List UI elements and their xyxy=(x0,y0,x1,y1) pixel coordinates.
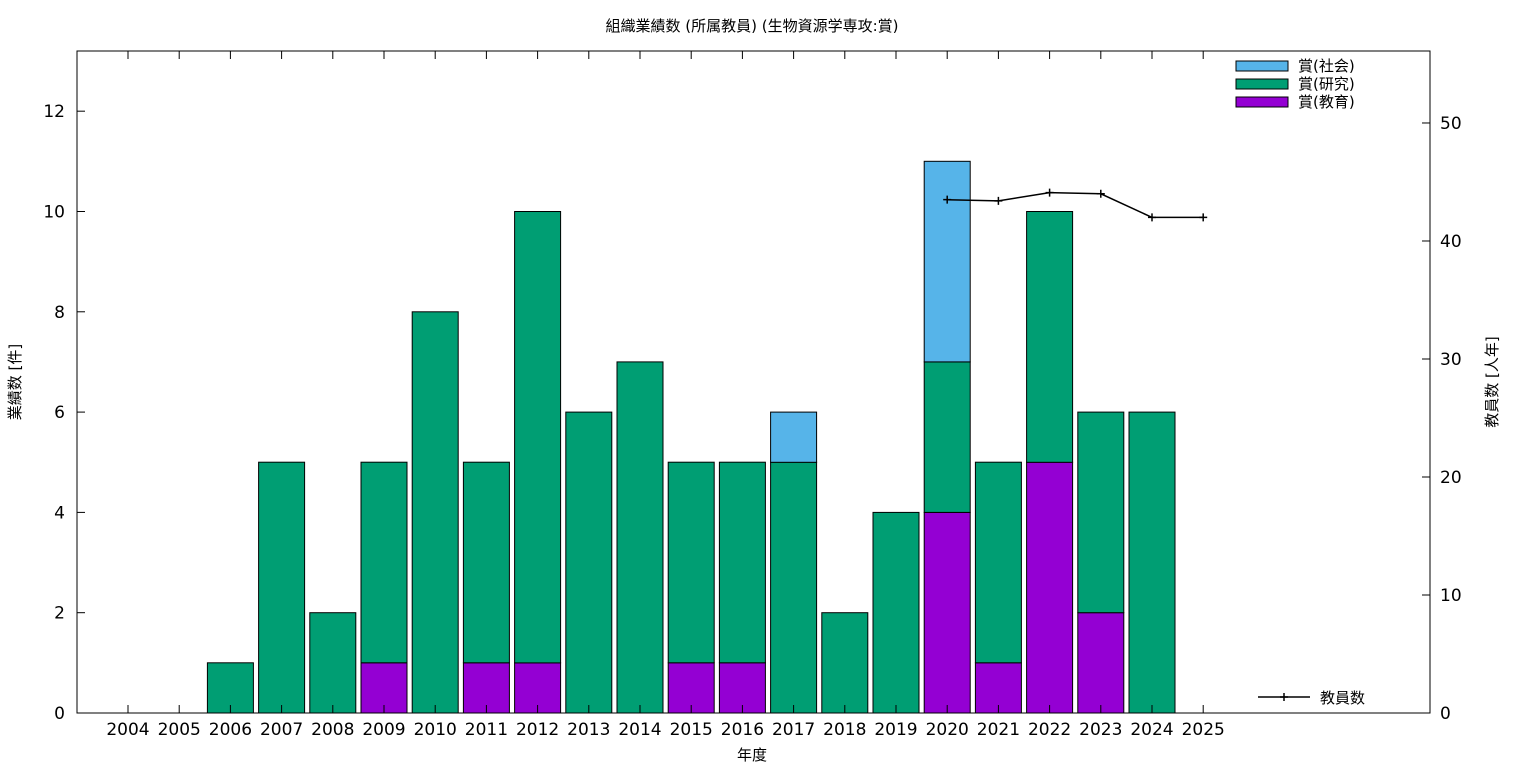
legend-line-label: 教員数 xyxy=(1320,689,1365,707)
bar-2012-series-1 xyxy=(514,211,562,664)
bar-2009-series-0 xyxy=(360,662,408,714)
x-tick-label: 2015 xyxy=(670,720,713,740)
bar-2023-series-0 xyxy=(1077,612,1125,714)
legend-line-marker xyxy=(1280,693,1288,701)
bar-2018-series-1 xyxy=(821,612,869,714)
y2-tick-label: 0 xyxy=(1440,704,1451,724)
bar-2020-series-1 xyxy=(923,361,971,513)
y2-tick-label: 10 xyxy=(1440,586,1462,606)
bar-2013-series-1 xyxy=(565,411,613,714)
y-tick-label: 0 xyxy=(54,704,65,724)
x-tick-label: 2007 xyxy=(260,720,303,740)
faculty-count-point-2022 xyxy=(1045,188,1054,197)
legend-swatch-1 xyxy=(1235,78,1289,90)
y-tick-label: 4 xyxy=(54,503,65,523)
x-tick-label: 2016 xyxy=(721,720,764,740)
bar-2024-series-1 xyxy=(1128,411,1176,714)
x-tick-label: 2009 xyxy=(362,720,405,740)
legend-swatch-2 xyxy=(1235,60,1289,72)
x-tick-label: 2023 xyxy=(1079,720,1122,740)
y2-tick-label: 30 xyxy=(1440,350,1462,370)
x-tick-label: 2022 xyxy=(1028,720,1071,740)
x-tick-label: 2020 xyxy=(926,720,969,740)
x-tick-label: 2005 xyxy=(158,720,201,740)
legend-label-1: 賞(研究) xyxy=(1298,75,1355,93)
x-tick-label: 2008 xyxy=(311,720,354,740)
faculty-count-point-2024 xyxy=(1148,213,1156,222)
y2-tick-label: 50 xyxy=(1440,114,1462,134)
x-tick-label: 2013 xyxy=(567,720,610,740)
x-tick-label: 2004 xyxy=(106,720,149,740)
bars-layer xyxy=(206,160,1176,714)
bar-2008-series-1 xyxy=(309,612,357,714)
y-tick-label: 6 xyxy=(54,403,65,423)
bar-2016-series-0 xyxy=(718,662,766,714)
bar-2006-series-1 xyxy=(206,662,254,714)
y2-tick-label: 20 xyxy=(1440,468,1462,488)
bar-2020-series-2 xyxy=(923,160,971,363)
faculty-count-point-2021 xyxy=(994,196,1003,205)
bar-2021-series-1 xyxy=(974,461,1022,664)
bar-2020-series-0 xyxy=(923,511,971,714)
bar-2017-series-2 xyxy=(770,411,818,463)
x-tick-label: 2011 xyxy=(465,720,508,740)
faculty-count-line xyxy=(947,191,1204,219)
legend-swatch-0 xyxy=(1235,96,1289,108)
legend-label-2: 賞(社会) xyxy=(1298,57,1355,75)
x-tick-label: 2017 xyxy=(772,720,815,740)
x-tick-label: 2012 xyxy=(516,720,559,740)
bar-2023-series-1 xyxy=(1077,411,1125,614)
x-tick-label: 2024 xyxy=(1130,720,1173,740)
faculty-count-point-2020 xyxy=(943,195,952,204)
y2-axis-label: 教員数 [人年] xyxy=(1483,336,1501,427)
bar-2022-series-1 xyxy=(1026,211,1074,463)
bar-2014-series-1 xyxy=(616,361,664,714)
bar-2015-series-1 xyxy=(667,461,715,664)
bar-2007-series-1 xyxy=(258,461,306,714)
legend-label-0: 賞(教育) xyxy=(1298,93,1355,111)
y2-tick-label: 40 xyxy=(1440,232,1462,252)
bar-2019-series-1 xyxy=(872,511,920,714)
x-tick-label: 2006 xyxy=(209,720,252,740)
bar-2010-series-1 xyxy=(411,311,459,714)
x-tick-label: 2018 xyxy=(823,720,866,740)
y-tick-label: 8 xyxy=(54,303,65,323)
line-layer xyxy=(943,188,1208,222)
x-tick-label: 2019 xyxy=(874,720,917,740)
bar-2012-series-0 xyxy=(514,662,562,714)
x-tick-label: 2010 xyxy=(414,720,457,740)
y-tick-label: 12 xyxy=(43,102,65,122)
faculty-count-point-2025 xyxy=(1199,213,1208,222)
plot-frame xyxy=(76,50,1431,714)
y-tick-label: 2 xyxy=(54,604,65,624)
y-axis-label: 業績数 [件] xyxy=(6,344,24,420)
x-tick-label: 2021 xyxy=(977,720,1020,740)
bar-2011-series-1 xyxy=(462,461,510,664)
y-tick-label: 10 xyxy=(43,202,65,222)
bar-2022-series-0 xyxy=(1026,461,1074,714)
legend: 賞(社会)賞(研究)賞(教育) 教員数 xyxy=(1235,57,1365,707)
ticks-layer: 0 2 4 6 8 10 12 0 10 20 30 40 50 2004 2005 2006 2007 2008… xyxy=(43,51,1462,740)
bar-2016-series-1 xyxy=(718,461,766,664)
x-tick-label: 2025 xyxy=(1182,720,1225,740)
chart-title: 組織業績数 (所属教員) (生物資源学専攻:賞) xyxy=(606,17,899,35)
x-axis-label: 年度 xyxy=(737,746,767,764)
bar-2017-series-1 xyxy=(770,461,818,714)
bar-2009-series-1 xyxy=(360,461,408,664)
x-tick-label: 2014 xyxy=(618,720,661,740)
faculty-count-point-2023 xyxy=(1096,189,1105,198)
